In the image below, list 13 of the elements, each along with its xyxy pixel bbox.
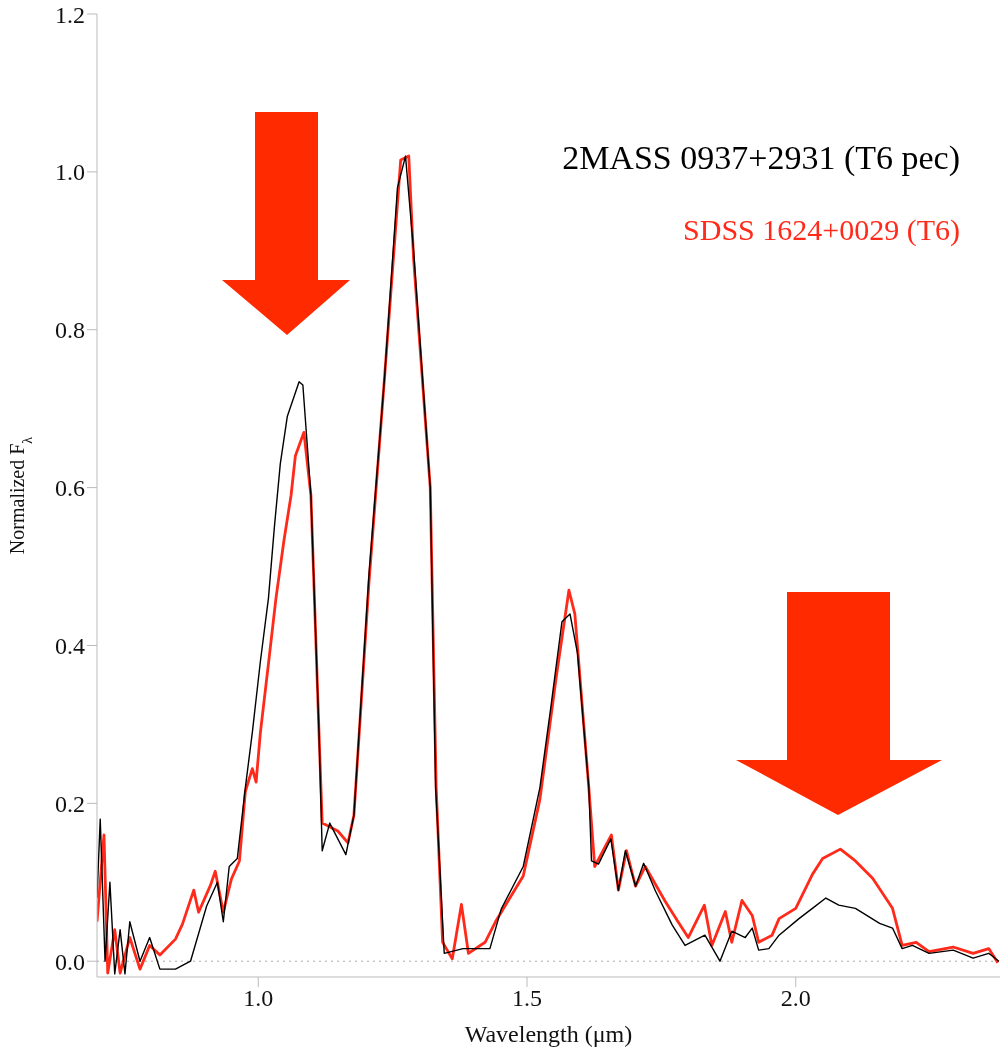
x-tick-label: 1.5 [512,985,542,1012]
x-tick-label: 1.0 [243,985,274,1012]
y-tick-label: 0.8 [55,317,85,344]
x-axis-title: Wavelength (μm) [464,1021,633,1047]
x-tick-label: 2.0 [780,985,811,1012]
y-tick-label: 0.4 [55,633,85,659]
y-tick-label: 0.0 [55,948,85,975]
y-tick-label: 1.2 [55,1,85,28]
y-tick-label: 1.0 [55,159,85,186]
y-tick-label: 0.2 [55,790,85,817]
text: 2MASS 0937+2931 (T6 pec) [562,139,960,177]
y-tick-label: 0.6 [55,475,85,502]
text: SDSS 1624+0029 (T6) [682,213,960,247]
